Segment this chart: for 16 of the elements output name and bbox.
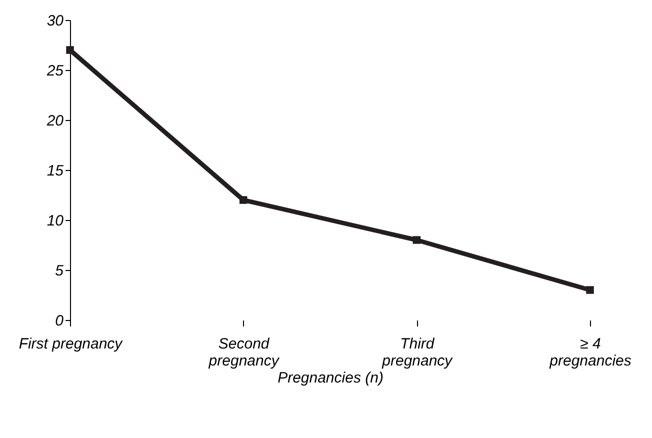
- x-tick-label: Second pregnancy: [208, 336, 280, 370]
- x-tick-label: ≥ 4 pregnancies: [548, 336, 632, 370]
- x-tick-label: First pregnancy: [18, 336, 124, 352]
- point: [239, 196, 248, 204]
- point: [66, 46, 74, 54]
- point: [412, 236, 421, 244]
- y-tick-label: 30: [46, 12, 64, 30]
- point: [586, 286, 594, 294]
- y-tick-label: 20: [46, 112, 64, 130]
- x-tick-label: Third pregnancy: [381, 336, 454, 370]
- y-tick-label: 5: [55, 262, 64, 280]
- y-tick-label: 0: [55, 312, 64, 330]
- x-axis-title: Pregnancies (n): [278, 370, 384, 386]
- y-tick-label: 15: [46, 162, 64, 180]
- y-tick-label: 10: [46, 212, 64, 230]
- y-tick-label: 25: [46, 62, 64, 80]
